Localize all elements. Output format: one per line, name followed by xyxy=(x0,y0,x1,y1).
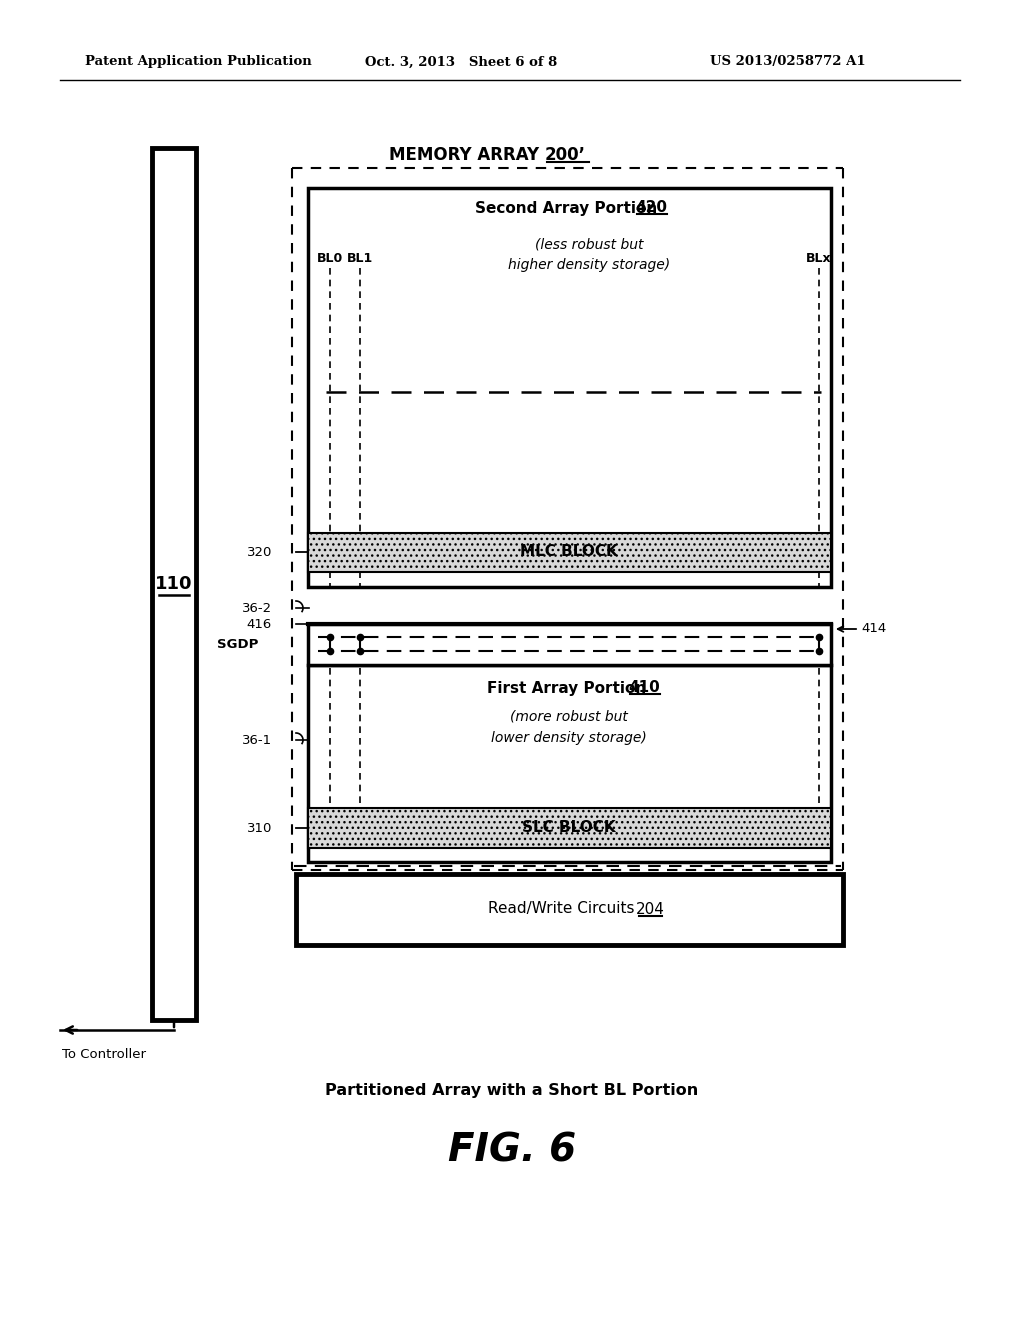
Text: FIG. 6: FIG. 6 xyxy=(447,1131,577,1170)
Text: 110: 110 xyxy=(156,576,193,593)
Text: SLC BLOCK: SLC BLOCK xyxy=(522,821,615,836)
Bar xyxy=(296,874,843,945)
Bar xyxy=(308,187,831,587)
Text: SGDP: SGDP xyxy=(217,638,258,651)
Text: 320: 320 xyxy=(247,545,272,558)
Text: BL0: BL0 xyxy=(316,252,343,265)
Text: (less robust but
higher density storage): (less robust but higher density storage) xyxy=(508,238,670,272)
Bar xyxy=(308,808,831,847)
Text: 414: 414 xyxy=(861,623,886,635)
Text: MEMORY ARRAY: MEMORY ARRAY xyxy=(389,147,545,164)
Text: 410: 410 xyxy=(628,681,659,696)
Text: Patent Application Publication: Patent Application Publication xyxy=(85,55,311,69)
Text: 36-1: 36-1 xyxy=(242,734,272,747)
Text: (more robust but
lower density storage): (more robust but lower density storage) xyxy=(492,710,647,744)
Text: 416: 416 xyxy=(247,618,272,631)
Text: BLx: BLx xyxy=(806,252,831,265)
Text: Second Array Portion: Second Array Portion xyxy=(475,201,663,215)
Text: US 2013/0258772 A1: US 2013/0258772 A1 xyxy=(710,55,865,69)
Text: Oct. 3, 2013   Sheet 6 of 8: Oct. 3, 2013 Sheet 6 of 8 xyxy=(365,55,557,69)
Text: BL1: BL1 xyxy=(347,252,373,265)
Text: 204: 204 xyxy=(636,902,665,916)
Bar xyxy=(152,148,196,1020)
Bar xyxy=(308,665,831,862)
Text: 200’: 200’ xyxy=(545,147,586,164)
Text: 420: 420 xyxy=(635,201,667,215)
Text: 36-2: 36-2 xyxy=(242,602,272,615)
Bar xyxy=(308,624,831,665)
Text: Second Array Portion: Second Array Portion xyxy=(475,201,663,215)
Text: To Controller: To Controller xyxy=(62,1048,146,1061)
Text: 310: 310 xyxy=(247,821,272,834)
Text: First Array Portion: First Array Portion xyxy=(486,681,651,696)
Text: MLC BLOCK: MLC BLOCK xyxy=(520,544,617,560)
Text: Partitioned Array with a Short BL Portion: Partitioned Array with a Short BL Portio… xyxy=(326,1082,698,1097)
Bar xyxy=(308,533,831,572)
Text: Read/Write Circuits: Read/Write Circuits xyxy=(488,902,640,916)
